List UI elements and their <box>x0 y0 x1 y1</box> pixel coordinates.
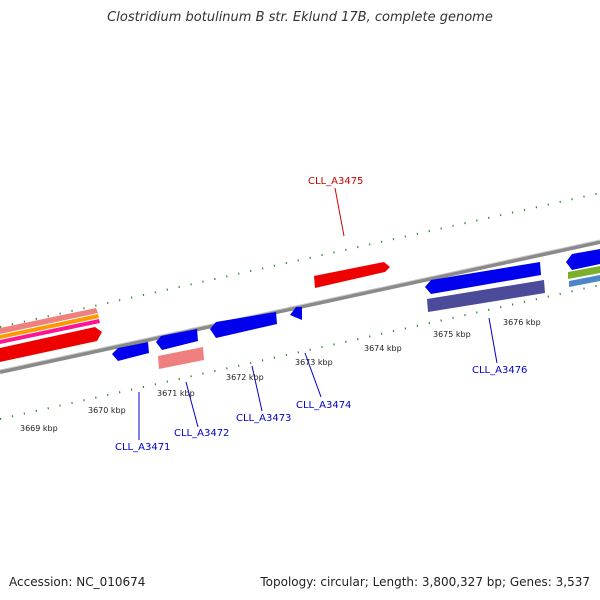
scale-labels: 3669 kbp 3670 kbp 3671 kbp 3672 kbp 3673… <box>20 318 541 433</box>
gene-arrow-CLL_A3476[interactable] <box>425 262 541 294</box>
gene-arrow-forward[interactable] <box>0 327 102 362</box>
gene-arrow-CLL_A3473[interactable] <box>210 312 277 338</box>
map-title: Clostridium botulinum B str. Eklund 17B,… <box>107 10 493 25</box>
gene-arrow-CLL_A3474[interactable] <box>290 307 302 320</box>
gene-label-CLL_A3475[interactable]: CLL_A3475 <box>308 176 363 187</box>
gene-label-CLL_A3474[interactable]: CLL_A3474 <box>296 400 351 411</box>
gene-arrow-CLL_A3471[interactable] <box>112 342 149 361</box>
label-leaders <box>138 187 498 440</box>
scale-label: 3670 kbp <box>88 406 126 415</box>
scale-label: 3676 kbp <box>503 318 541 327</box>
gene-label-CLL_A3472[interactable]: CLL_A3472 <box>174 428 229 439</box>
feature-bars-left <box>0 308 102 362</box>
gene-arrow-right-edge[interactable] <box>566 249 600 270</box>
genome-summary-text: Topology: circular; Length: 3,800,327 bp… <box>260 575 590 589</box>
accession-text: Accession: NC_010674 <box>9 575 146 589</box>
feature-bar-pink[interactable] <box>0 308 98 334</box>
feature-bar-salmon[interactable] <box>158 347 204 369</box>
feature-bar-olive[interactable] <box>568 266 600 279</box>
feature-bar-navy[interactable] <box>427 280 545 312</box>
feature-bar-magenta[interactable] <box>0 319 100 344</box>
gene-label-CLL_A3473[interactable]: CLL_A3473 <box>236 413 291 424</box>
reverse-genes <box>112 249 600 361</box>
scale-label: 3671 kbp <box>157 389 195 398</box>
scale-label: 3673 kbp <box>295 358 333 367</box>
scale-label: 3675 kbp <box>433 330 471 339</box>
feature-bar-steelblue[interactable] <box>569 275 600 287</box>
genome-backbone-highlight <box>0 239 600 371</box>
scale-label: 3674 kbp <box>364 344 402 353</box>
scale-label: 3672 kbp <box>226 373 264 382</box>
gene-arrow-CLL_A3475[interactable] <box>314 262 390 288</box>
scale-label: 3669 kbp <box>20 424 58 433</box>
gene-arrow-CLL_A3472-top[interactable] <box>156 329 198 350</box>
gene-label-CLL_A3476[interactable]: CLL_A3476 <box>472 365 527 376</box>
feature-bar-orange[interactable] <box>0 314 99 339</box>
gene-label-CLL_A3471[interactable]: CLL_A3471 <box>115 442 170 453</box>
gene-labels: CLL_A3475 CLL_A3471 CLL_A3472 CLL_A3473 … <box>115 176 527 453</box>
